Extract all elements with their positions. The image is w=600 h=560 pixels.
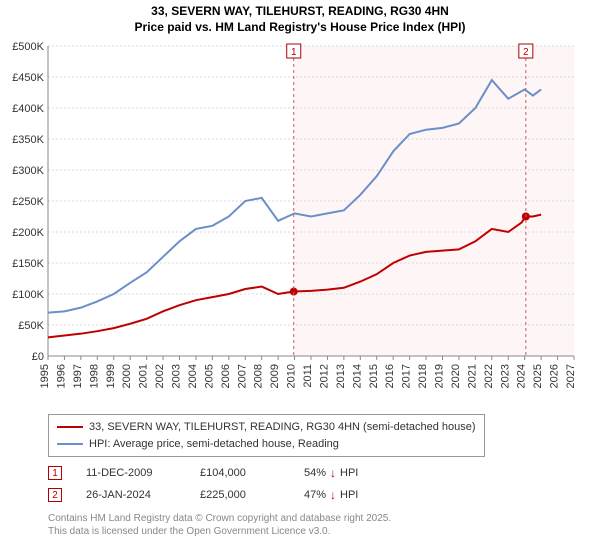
- svg-text:2017: 2017: [401, 364, 413, 388]
- svg-text:2001: 2001: [138, 364, 150, 388]
- legend-label: HPI: Average price, semi-detached house,…: [89, 436, 339, 453]
- footer-line-2: This data is licensed under the Open Gov…: [48, 525, 568, 538]
- event-marker-icon: 2: [48, 488, 62, 502]
- svg-text:2006: 2006: [220, 364, 232, 388]
- svg-text:2022: 2022: [483, 364, 495, 388]
- svg-text:2007: 2007: [236, 364, 248, 388]
- event-date: 26-JAN-2024: [86, 489, 176, 501]
- event-date: 11-DEC-2009: [86, 467, 176, 479]
- svg-text:1: 1: [291, 47, 297, 58]
- event-marker-icon: 1: [48, 466, 62, 480]
- chart: £0 £50K £100K £150K £200K £250K £300K £350K £400…: [0, 38, 600, 408]
- legend-item-hpi: HPI: Average price, semi-detached house,…: [57, 436, 476, 453]
- svg-text:2: 2: [523, 47, 529, 58]
- event-delta: 47% ↓ HPI: [304, 488, 358, 502]
- svg-text:1996: 1996: [55, 364, 67, 388]
- arrow-down-icon: ↓: [330, 488, 336, 502]
- event-delta-pct: 54%: [304, 467, 326, 479]
- svg-text:1999: 1999: [105, 364, 117, 388]
- footer-line-1: Contains HM Land Registry data © Crown c…: [48, 512, 568, 525]
- svg-text:2014: 2014: [351, 364, 363, 388]
- svg-text:2013: 2013: [335, 364, 347, 388]
- chart-title: 33, SEVERN WAY, TILEHURST, READING, RG30…: [0, 0, 600, 35]
- svg-text:2016: 2016: [384, 364, 396, 388]
- svg-text:£450K: £450K: [12, 72, 44, 84]
- svg-text:1995: 1995: [39, 364, 51, 388]
- svg-text:2026: 2026: [549, 364, 561, 388]
- event-price: £225,000: [200, 489, 280, 501]
- arrow-down-icon: ↓: [330, 466, 336, 480]
- svg-text:2002: 2002: [154, 364, 166, 388]
- svg-text:£350K: £350K: [12, 134, 44, 146]
- svg-text:2004: 2004: [187, 364, 199, 388]
- svg-text:2027: 2027: [565, 364, 577, 388]
- svg-text:1998: 1998: [88, 364, 100, 388]
- svg-text:2003: 2003: [171, 364, 183, 388]
- footer: Contains HM Land Registry data © Crown c…: [48, 512, 568, 538]
- svg-text:2015: 2015: [368, 364, 380, 388]
- svg-text:2024: 2024: [516, 364, 528, 388]
- legend: 33, SEVERN WAY, TILEHURST, READING, RG30…: [48, 414, 485, 457]
- svg-text:£500K: £500K: [12, 41, 44, 53]
- svg-text:2010: 2010: [286, 364, 298, 388]
- svg-text:2021: 2021: [466, 364, 478, 388]
- legend-swatch-red: [57, 426, 83, 428]
- svg-text:£50K: £50K: [18, 320, 44, 332]
- event-row: 2 26-JAN-2024 £225,000 47% ↓ HPI: [48, 484, 568, 506]
- svg-text:£300K: £300K: [12, 165, 44, 177]
- event-delta-ref: HPI: [340, 467, 358, 479]
- svg-text:2025: 2025: [532, 364, 544, 388]
- svg-text:1997: 1997: [72, 364, 84, 388]
- event-price: £104,000: [200, 467, 280, 479]
- event-delta-pct: 47%: [304, 489, 326, 501]
- svg-text:2008: 2008: [253, 364, 265, 388]
- chart-svg: £0 £50K £100K £150K £200K £250K £300K £350K £400…: [0, 38, 600, 408]
- svg-text:£150K: £150K: [12, 258, 44, 270]
- event-row: 1 11-DEC-2009 £104,000 54% ↓ HPI: [48, 462, 568, 484]
- legend-swatch-blue: [57, 443, 83, 445]
- title-line-2: Price paid vs. HM Land Registry's House …: [0, 20, 600, 36]
- svg-text:2011: 2011: [302, 364, 314, 388]
- svg-text:2023: 2023: [499, 364, 511, 388]
- svg-text:£100K: £100K: [12, 289, 44, 301]
- event-delta-ref: HPI: [340, 489, 358, 501]
- events-table: 1 11-DEC-2009 £104,000 54% ↓ HPI 2 26-JA…: [48, 462, 568, 506]
- legend-item-price-paid: 33, SEVERN WAY, TILEHURST, READING, RG30…: [57, 419, 476, 436]
- svg-text:£400K: £400K: [12, 103, 44, 115]
- svg-text:2009: 2009: [269, 364, 281, 388]
- svg-text:2020: 2020: [450, 364, 462, 388]
- title-line-1: 33, SEVERN WAY, TILEHURST, READING, RG30…: [0, 4, 600, 20]
- svg-text:2012: 2012: [318, 364, 330, 388]
- svg-text:£0: £0: [32, 351, 44, 363]
- event-delta: 54% ↓ HPI: [304, 466, 358, 480]
- svg-text:2005: 2005: [203, 364, 215, 388]
- svg-text:2018: 2018: [417, 364, 429, 388]
- legend-label: 33, SEVERN WAY, TILEHURST, READING, RG30…: [89, 419, 476, 436]
- svg-text:£200K: £200K: [12, 227, 44, 239]
- svg-text:2019: 2019: [434, 364, 446, 388]
- svg-text:2000: 2000: [121, 364, 133, 388]
- svg-text:£250K: £250K: [12, 196, 44, 208]
